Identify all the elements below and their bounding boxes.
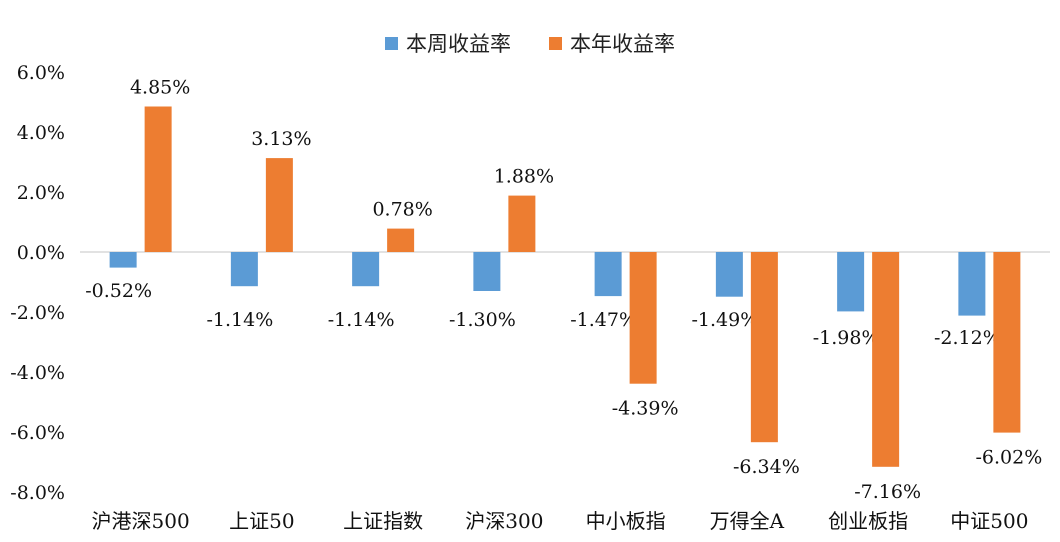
legend-item-ytd: 本年收益率 [549, 28, 675, 58]
x-tick-label: 中证500 [950, 509, 1028, 533]
x-tick-label: 上证指数 [343, 509, 423, 533]
x-tick-label: 沪深300 [465, 509, 543, 533]
bar-ytd [993, 252, 1021, 433]
bar-ytd [750, 252, 778, 443]
x-tick-label: 上证50 [229, 509, 294, 533]
data-label-weekly: -1.14% [328, 309, 395, 331]
data-label-weekly: -1.30% [449, 309, 516, 331]
bar-weekly [352, 252, 380, 287]
legend-item-weekly: 本周收益率 [385, 28, 511, 58]
x-tick-label: 沪港深500 [92, 509, 190, 533]
x-tick-label: 中小板指 [586, 509, 666, 533]
bar-weekly [230, 252, 258, 287]
x-tick-label: 创业板指 [828, 509, 908, 533]
bar-ytd [144, 106, 172, 252]
bar-weekly [473, 252, 501, 291]
data-label-ytd: 3.13% [251, 128, 311, 150]
data-label-ytd: -7.16% [854, 481, 921, 503]
bar-ytd [629, 252, 657, 384]
legend-swatch-ytd [549, 36, 562, 50]
bar-weekly [958, 252, 986, 316]
data-label-ytd: 4.85% [130, 77, 190, 99]
bar-weekly [715, 252, 743, 297]
data-label-ytd: -4.39% [612, 398, 679, 420]
bar-ytd [872, 252, 900, 467]
data-label-weekly: -1.49% [691, 309, 758, 331]
data-label-ytd: 1.88% [494, 166, 554, 188]
data-label-weekly: -0.52% [85, 280, 152, 302]
data-label-weekly: -1.47% [570, 309, 637, 331]
y-tick-label: 0.0% [17, 242, 65, 264]
bar-weekly [594, 252, 622, 297]
data-label-ytd: 0.78% [372, 199, 432, 221]
data-label-weekly: -2.12% [934, 327, 1001, 349]
data-label-ytd: -6.34% [733, 456, 800, 478]
data-label-weekly: -1.98% [813, 327, 880, 349]
y-tick-label: -6.0% [10, 422, 65, 444]
bar-weekly [109, 252, 137, 268]
data-label-ytd: -6.02% [975, 447, 1042, 469]
y-tick-label: -4.0% [10, 362, 65, 384]
x-tick-label: 万得全A [710, 509, 785, 533]
bar-ytd [387, 228, 415, 252]
data-label-weekly: -1.14% [206, 309, 273, 331]
y-tick-label: -8.0% [10, 482, 65, 504]
legend-swatch-weekly [385, 36, 398, 50]
y-tick-label: 6.0% [17, 62, 65, 84]
bar-weekly [837, 252, 865, 312]
legend-label-weekly: 本周收益率 [406, 32, 511, 56]
y-tick-label: -2.0% [10, 302, 65, 324]
y-tick-label: 4.0% [17, 122, 65, 144]
y-tick-label: 2.0% [17, 182, 65, 204]
legend-label-ytd: 本年收益率 [570, 32, 675, 56]
bar-ytd [265, 158, 293, 252]
legend: 本周收益率 本年收益率 [0, 28, 1060, 58]
bar-ytd [508, 195, 536, 252]
